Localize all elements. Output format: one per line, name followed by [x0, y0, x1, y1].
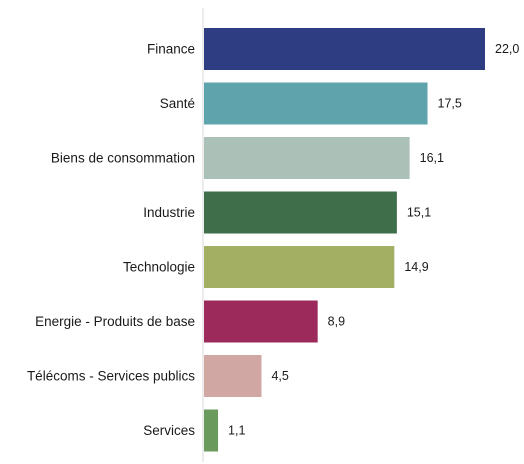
value-label-0: 22,0	[495, 42, 519, 56]
bars-group	[204, 28, 485, 452]
category-label-6: Télécoms - Services publics	[27, 369, 195, 384]
category-label-5: Energie - Produits de base	[35, 314, 195, 329]
category-label-3: Industrie	[143, 205, 195, 220]
bar-7	[204, 409, 219, 452]
category-label-0: Finance	[147, 42, 195, 57]
value-label-2: 16,1	[420, 151, 444, 165]
category-label-1: Santé	[160, 96, 195, 111]
value-label-3: 15,1	[407, 206, 431, 220]
category-label-2: Biens de consommation	[51, 151, 195, 166]
category-label-4: Technologie	[123, 260, 195, 275]
value-labels-group: 22,0 17,5 16,1 15,1 14,9 8,9 4,5 1,1	[228, 42, 519, 438]
bar-5	[204, 300, 318, 343]
value-label-4: 14,9	[404, 260, 428, 274]
bar-3	[204, 191, 397, 234]
bar-2	[204, 137, 410, 179]
category-label-7: Services	[143, 423, 195, 438]
value-label-5: 8,9	[328, 315, 345, 329]
bar-0	[204, 28, 485, 70]
category-labels-group: Finance Santé Biens de consommation Industr…	[27, 42, 195, 439]
value-label-1: 17,5	[438, 97, 462, 111]
bar-4	[204, 246, 395, 288]
value-label-7: 1,1	[228, 424, 245, 438]
value-label-6: 4,5	[271, 369, 288, 383]
bar-1	[204, 82, 428, 125]
bar-6	[204, 355, 262, 397]
